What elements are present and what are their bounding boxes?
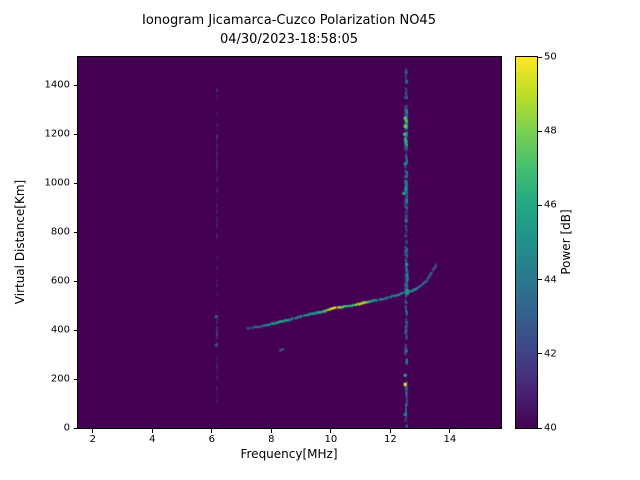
x-tick-label: 6	[208, 434, 216, 445]
x-tick-label: 14	[443, 434, 457, 445]
x-tick-label: 10	[324, 434, 338, 445]
ionogram-heatmap-canvas	[78, 57, 501, 428]
colorbar-tick-label: 40	[544, 422, 557, 434]
tick-mark	[73, 329, 77, 331]
tick-mark	[538, 56, 542, 58]
tick-mark	[538, 130, 542, 132]
tick-mark	[538, 204, 542, 206]
tick-mark	[449, 429, 451, 433]
tick-mark	[73, 133, 77, 135]
y-tick-label: 0	[63, 422, 70, 434]
tick-mark	[73, 280, 77, 282]
colorbar-tick-label: 48	[544, 125, 557, 137]
y-tick-label: 1000	[44, 177, 70, 189]
y-tick-label: 1400	[44, 79, 70, 91]
tick-mark	[538, 279, 542, 281]
y-tick-label: 1200	[44, 128, 70, 140]
tick-mark	[389, 429, 391, 433]
y-tick-label: 400	[50, 324, 70, 336]
x-axis-label: Frequency[MHz]	[240, 447, 338, 461]
x-tick-label: 4	[149, 434, 156, 445]
x-tick-label: 8	[268, 434, 275, 445]
tick-mark	[73, 378, 77, 380]
tick-mark	[211, 429, 213, 433]
tick-mark	[538, 353, 542, 355]
tick-mark	[73, 84, 77, 86]
y-tick-label: 200	[50, 373, 70, 385]
tick-mark	[330, 429, 332, 433]
chart-title-block: Ionogram Jicamarca-Cuzco Polarization NO…	[77, 11, 501, 49]
tick-mark	[270, 429, 272, 433]
colorbar	[515, 56, 538, 429]
tick-mark	[73, 182, 77, 184]
tick-mark	[92, 429, 94, 433]
colorbar-label: Power [dB]	[559, 209, 573, 275]
tick-mark	[538, 427, 542, 429]
chart-subtitle: 04/30/2023-18:58:05	[219, 32, 358, 47]
colorbar-tick-label: 46	[544, 199, 557, 211]
y-tick-label: 800	[50, 226, 70, 238]
chart-title: Ionogram Jicamarca-Cuzco Polarization NO…	[142, 13, 436, 28]
x-tick-label: 12	[383, 434, 397, 445]
colorbar-tick-label: 42	[544, 348, 557, 360]
plot-area	[77, 56, 502, 429]
tick-mark	[73, 231, 77, 233]
colorbar-tick-label: 50	[544, 51, 557, 63]
colorbar-gradient-canvas	[516, 57, 537, 428]
tick-mark	[151, 429, 153, 433]
colorbar-tick-label: 44	[544, 274, 557, 286]
y-tick-label: 600	[50, 275, 70, 287]
tick-mark	[73, 427, 77, 429]
x-tick-label: 2	[89, 434, 97, 445]
